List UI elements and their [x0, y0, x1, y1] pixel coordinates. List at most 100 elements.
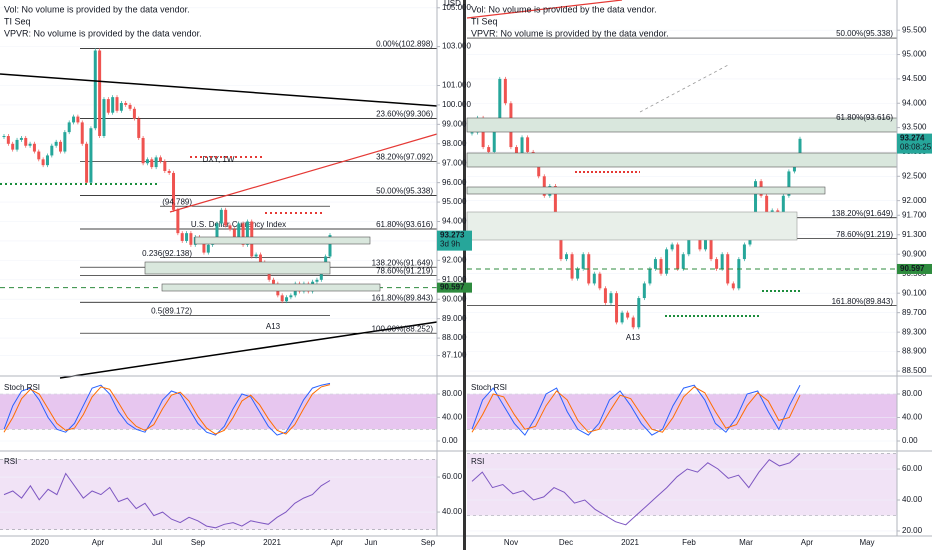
candle [542, 176, 546, 196]
indicator-note: TI Seq [471, 16, 498, 26]
pane-title: RSI [471, 457, 484, 466]
x-tick-label: Mar [739, 538, 753, 547]
fib-label: 0.236(92.138) [142, 249, 192, 258]
candle [28, 143, 32, 146]
candle [670, 244, 674, 250]
candle [137, 118, 141, 138]
pane-title: RSI [4, 457, 17, 466]
candle [72, 116, 76, 123]
candle [163, 161, 167, 171]
candle [570, 254, 574, 279]
indicator-note: Vol: No volume is provided by the data v… [4, 4, 190, 14]
y-tick-label: 90.900 [902, 249, 927, 258]
candle [492, 127, 496, 152]
candle [285, 297, 289, 302]
y-tick-label: 80.00 [902, 389, 923, 398]
indicator-line [3, 382, 331, 436]
candle [498, 78, 502, 128]
candle [85, 143, 89, 183]
candle [172, 172, 176, 210]
candle [715, 259, 719, 269]
fib-label: 50.00%(95.338) [376, 187, 433, 196]
candle [98, 50, 102, 137]
zone [194, 236, 371, 245]
fib-label: 38.20%(97.092) [376, 153, 433, 162]
y-tick-label: 92.000 [902, 196, 927, 205]
indicator-line [471, 386, 801, 433]
y-tick-label: 95.000 [902, 50, 927, 59]
candle [737, 259, 741, 289]
candle [592, 273, 596, 284]
y-tick-label: 89.700 [902, 308, 927, 317]
y-tick-label: 80.00 [442, 389, 463, 398]
price-tag-label: 93.274 [900, 134, 925, 143]
zone [161, 283, 381, 292]
candle [228, 225, 232, 230]
candle [37, 151, 41, 160]
y-tick-label: 40.00 [902, 413, 923, 422]
candle [76, 116, 80, 123]
zone [466, 152, 898, 168]
candle [232, 229, 236, 239]
candle [145, 159, 149, 164]
candle [514, 147, 518, 157]
candle [202, 240, 206, 253]
fib-label: 161.80%(89.843) [832, 297, 894, 306]
candle [481, 117, 485, 148]
fib-label: 100.00%(88.252) [372, 324, 434, 333]
fib-label: 61.80%(93.616) [836, 113, 893, 122]
candle [615, 293, 619, 323]
fib-label: 0.00%(102.898) [376, 40, 433, 49]
price-tag [897, 263, 932, 274]
y-tick-label: 101.000 [442, 81, 471, 90]
candle [765, 195, 769, 216]
candle [609, 293, 613, 303]
candle [648, 268, 652, 284]
zone [466, 186, 826, 195]
y-tick-label: 40.00 [442, 507, 463, 516]
candle [24, 137, 28, 146]
x-tick-label: Feb [682, 538, 696, 547]
pane-title: Stoch RSI [4, 383, 40, 392]
candle [219, 209, 223, 224]
y-tick-label: 105.000 [442, 3, 471, 12]
candle [176, 209, 180, 234]
y-tick-label: 91.300 [902, 230, 927, 239]
indicator-line [3, 384, 331, 435]
candle [487, 147, 491, 152]
fib-label: 23.60%(99.306) [376, 110, 433, 119]
price-tag-label: 93.273 [440, 231, 465, 240]
band [467, 453, 897, 516]
trend-line [59, 321, 438, 379]
fib-label: 78.60%(91.219) [376, 267, 433, 276]
candle [50, 145, 54, 156]
indicator-note: VPVR: No volume is provided by the data … [4, 28, 202, 38]
price-tag [437, 282, 472, 293]
y-tick-label: 40.00 [902, 495, 923, 504]
candle [245, 221, 249, 245]
candle [620, 312, 624, 323]
candle [45, 155, 49, 166]
candle [132, 108, 136, 119]
candle [115, 97, 119, 111]
x-tick-label: Sep [191, 538, 206, 547]
y-tick-label: 93.500 [902, 123, 927, 132]
candle [603, 288, 607, 303]
y-tick-label: 90.000 [442, 294, 467, 303]
fib-label: 61.80%(93.616) [376, 220, 433, 229]
candle [224, 209, 228, 226]
price-tag [897, 133, 932, 154]
candle [93, 50, 97, 129]
candle [128, 104, 132, 109]
x-tick-label: Sep [421, 538, 436, 547]
candle [687, 229, 691, 255]
layout-divider [463, 0, 466, 550]
y-tick-label: 87.100 [442, 351, 467, 360]
candle [63, 132, 67, 152]
y-tick-label: 103.000 [442, 42, 471, 51]
candle [89, 128, 93, 183]
y-tick-label: 99.000 [442, 119, 467, 128]
x-tick-label: Dec [559, 538, 573, 547]
candle [289, 295, 293, 298]
y-tick-label: 97.000 [442, 158, 467, 167]
